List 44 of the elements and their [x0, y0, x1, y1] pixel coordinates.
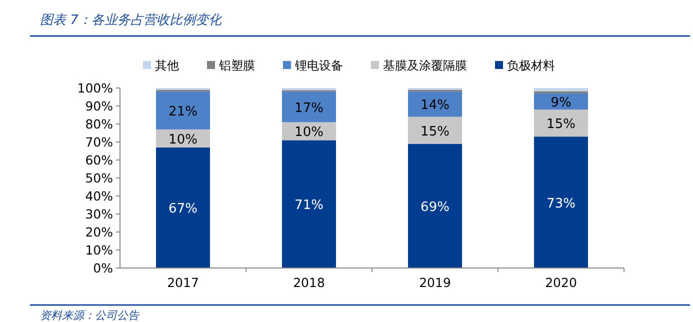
data-label: 67%	[168, 202, 198, 217]
data-label: 10%	[168, 132, 198, 148]
x-tick-label: 2018	[293, 275, 325, 290]
bar	[156, 147, 210, 268]
bar	[156, 92, 210, 130]
bar	[408, 116, 462, 144]
data-label: 9%	[550, 96, 572, 110]
y-tick-label: 80%	[85, 116, 114, 132]
bar	[408, 92, 462, 117]
bar	[282, 92, 336, 122]
bar	[408, 144, 462, 268]
legend-label: 基膜及涂覆隔膜	[383, 58, 467, 72]
y-tick-label: 60%	[85, 152, 114, 168]
x-tick-label: 2019	[419, 275, 451, 290]
y-tick-label: 100%	[77, 80, 114, 96]
y-tick-label: 90%	[85, 98, 114, 114]
data-label: 14%	[420, 98, 450, 114]
y-tick-label: 30%	[85, 206, 114, 222]
y-tick-label: 20%	[85, 224, 114, 240]
text: 资料来源：公司公告	[40, 309, 140, 322]
data-label: 69%	[420, 200, 450, 215]
bar	[282, 140, 336, 268]
y-tick-label: 0%	[93, 260, 114, 276]
data-label: 10%	[294, 125, 324, 140]
legend-label: 铝塑膜	[218, 58, 255, 72]
legend-label: 锂电设备	[294, 58, 343, 72]
data-label: 17%	[294, 100, 324, 116]
y-tick-label: 10%	[85, 242, 114, 258]
x-tick-label: 2020	[545, 275, 577, 290]
x-tick-label: 2017	[167, 275, 199, 290]
bar	[534, 136, 588, 268]
data-label: 71%	[294, 198, 324, 214]
y-tick-label: 70%	[85, 134, 114, 150]
data-label: 73%	[546, 196, 576, 212]
chart-title: 图表 7：各业务占营收比例变化	[40, 13, 222, 28]
data-label: 15%	[420, 124, 450, 140]
data-label: 15%	[546, 117, 576, 132]
y-tick-label: 40%	[85, 188, 114, 204]
legend-label: 其他	[155, 58, 179, 72]
y-tick-label: 50%	[85, 170, 114, 186]
data-label: 21%	[168, 104, 198, 120]
legend-label: 负极材料	[507, 58, 555, 72]
bar	[534, 110, 588, 137]
bar	[534, 88, 588, 92]
